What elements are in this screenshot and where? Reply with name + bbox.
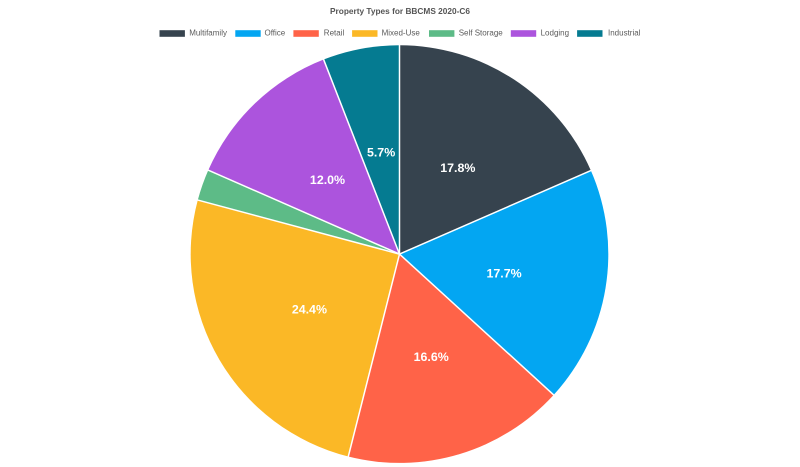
svg-text:12.0%: 12.0% [310,173,345,187]
svg-text:Property Types for BBCMS 2020-: Property Types for BBCMS 2020-C6 [330,6,470,16]
svg-text:24.4%: 24.4% [292,302,327,316]
svg-text:Lodging: Lodging [541,29,569,38]
svg-text:Mixed-Use: Mixed-Use [382,29,421,38]
svg-text:Retail: Retail [324,29,345,38]
svg-text:Multifamily: Multifamily [189,29,227,38]
svg-text:Self Storage: Self Storage [459,29,504,38]
svg-text:17.8%: 17.8% [440,161,475,175]
svg-text:5.7%: 5.7% [367,145,395,159]
svg-text:16.6%: 16.6% [414,350,449,364]
svg-text:17.7%: 17.7% [487,266,522,280]
svg-text:Office: Office [265,29,286,38]
svg-text:Industrial: Industrial [608,29,641,38]
